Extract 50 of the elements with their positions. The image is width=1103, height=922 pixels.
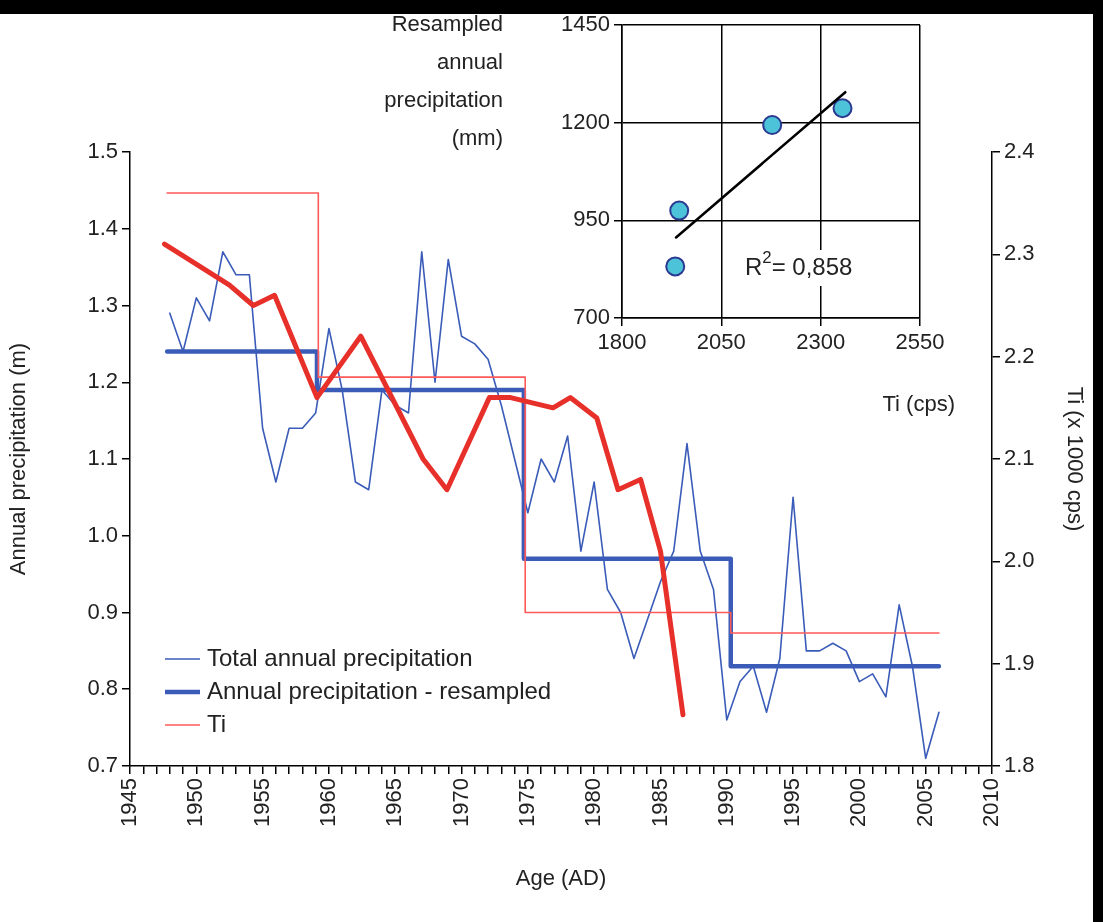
x-tick-label: 1975	[513, 778, 539, 827]
x-tick-label: 2010	[978, 778, 1004, 827]
y-tick-label: 1.1	[87, 445, 118, 471]
legend-label: Total annual precipitation	[207, 643, 473, 671]
y-tick-label: 700	[573, 304, 610, 330]
legend-label: Annual precipitation - resampled	[207, 676, 552, 704]
y-tick-label: 1.2	[87, 368, 118, 394]
y-tick-label: 0.8	[87, 675, 118, 701]
x-axis-title: Age (AD)	[515, 864, 607, 890]
y2-tick-label: 1.8	[1004, 752, 1035, 778]
y2-tick-label: 2.3	[1004, 240, 1035, 266]
y-tick-label: 1200	[561, 108, 610, 134]
y2-tick-label: 2.1	[1004, 445, 1035, 471]
y2-tick-label: 2.4	[1004, 138, 1035, 164]
y-tick-label: 0.7	[87, 752, 118, 778]
x-tick-label: 1985	[646, 778, 672, 827]
x-tick-label: 2300	[796, 329, 846, 355]
y2-tick-label: 2.2	[1004, 342, 1035, 368]
point	[762, 115, 783, 136]
x-tick-label: 2000	[845, 778, 871, 827]
x-tick-label: 1800	[597, 329, 647, 355]
x-tick-label: 1965	[381, 778, 407, 827]
y2-tick-label: 1.9	[1004, 649, 1035, 675]
x-tick-label: 1970	[447, 778, 473, 827]
x-tick-label: 1990	[712, 778, 738, 827]
x-tick-label: 1960	[314, 778, 340, 827]
y-tick-label: 1450	[561, 11, 610, 37]
y-tick-label: 1.5	[87, 138, 118, 164]
x-tick-label: 2050	[696, 329, 746, 355]
x-axis-title: Ti (cps)	[882, 391, 955, 417]
legend-label: Ti	[207, 709, 227, 737]
x-tick-label: 1980	[580, 778, 606, 827]
y-tick-label: 0.9	[87, 598, 118, 624]
x-tick-label: 1950	[182, 778, 208, 827]
x-tick-label: 2550	[895, 329, 945, 355]
x-tick-label: 1945	[116, 778, 142, 827]
y2-tick-label: 2.0	[1004, 547, 1035, 573]
point	[832, 98, 853, 119]
x-tick-label: 1995	[779, 778, 805, 827]
x-tick-label: 1955	[248, 778, 274, 827]
y-axis-title: Resampled annual precipitation (mm)	[384, 11, 503, 151]
point	[669, 200, 690, 221]
x-tick-label: 2005	[911, 778, 937, 827]
y2-axis-title: Ti (x 1000 cps)	[1062, 386, 1088, 532]
y-tick-label: 1.4	[87, 214, 118, 240]
y-tick-label: 1.0	[87, 521, 118, 547]
y-tick-label: 950	[573, 206, 610, 232]
y-tick-label: 1.3	[87, 291, 118, 317]
y-axis-title: Annual precipitation (m)	[5, 342, 31, 576]
point	[665, 256, 686, 277]
